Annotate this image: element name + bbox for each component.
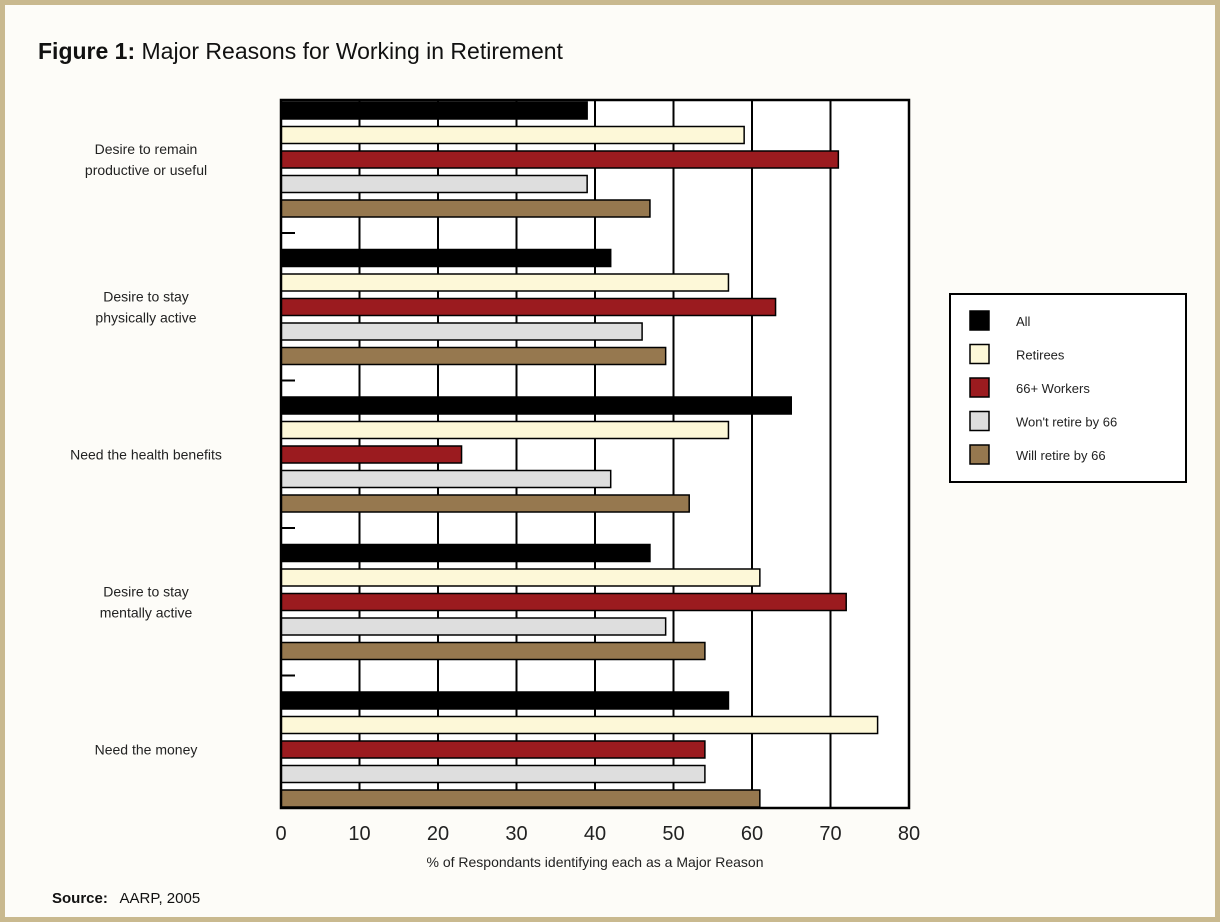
source-label: Source: bbox=[52, 890, 108, 907]
category-label: Need the health benefits bbox=[70, 447, 222, 463]
plot-border bbox=[279, 98, 911, 810]
bar bbox=[280, 248, 612, 268]
bar bbox=[280, 764, 706, 784]
bar bbox=[280, 469, 612, 489]
legend-swatch bbox=[969, 343, 990, 365]
bar bbox=[280, 617, 667, 636]
x-tick-label: 20 bbox=[427, 823, 449, 845]
category-label: Desire to stay bbox=[103, 584, 189, 600]
legend-swatch bbox=[969, 444, 990, 465]
figure-number: Figure 1: bbox=[38, 38, 136, 64]
x-tick-label: 70 bbox=[819, 823, 841, 845]
category-label: Desire to remain bbox=[95, 141, 198, 157]
bar bbox=[280, 641, 706, 661]
legend-label: Retirees bbox=[1016, 348, 1065, 363]
category-label: productive or useful bbox=[85, 162, 207, 178]
bar bbox=[280, 445, 463, 464]
bar bbox=[280, 174, 588, 194]
x-tick-label: 40 bbox=[584, 823, 606, 845]
category-label: physically active bbox=[95, 310, 196, 326]
bar bbox=[280, 273, 730, 292]
chart-title: Figure 1: Major Reasons for Working in R… bbox=[38, 38, 563, 65]
bar bbox=[280, 150, 840, 169]
category-label: Need the money bbox=[95, 742, 198, 758]
bar bbox=[280, 740, 706, 759]
x-tick-label: 10 bbox=[348, 823, 370, 845]
category-label: mentally active bbox=[100, 605, 193, 621]
source-text: AARP, 2005 bbox=[119, 890, 201, 907]
bar bbox=[280, 420, 730, 440]
source-note: Source: AARP, 2005 bbox=[52, 890, 200, 907]
legend-swatch bbox=[969, 377, 990, 398]
legend-label: Will retire by 66 bbox=[1016, 448, 1106, 463]
bar bbox=[280, 346, 667, 366]
x-axis-title: % of Respondants identifying each as a M… bbox=[427, 854, 764, 870]
figure-title-text: Major Reasons for Working in Retirement bbox=[141, 38, 563, 64]
bar bbox=[280, 691, 730, 710]
bar bbox=[280, 125, 745, 145]
x-tick-label: 0 bbox=[275, 823, 286, 845]
bar bbox=[280, 494, 690, 513]
x-tick-label: 80 bbox=[898, 823, 920, 845]
bar bbox=[280, 592, 847, 612]
category-label: Desire to stay bbox=[103, 289, 189, 305]
bar bbox=[280, 543, 651, 563]
x-tick-label: 60 bbox=[741, 823, 763, 845]
legend-label: All bbox=[1016, 314, 1031, 329]
bar bbox=[280, 199, 651, 218]
legend-swatch bbox=[969, 410, 990, 432]
bar bbox=[280, 396, 792, 415]
legend-label: 66+ Workers bbox=[1016, 381, 1090, 396]
bar bbox=[280, 789, 761, 808]
x-tick-label: 50 bbox=[662, 823, 684, 845]
bar bbox=[280, 715, 879, 735]
bar bbox=[280, 568, 761, 587]
bar bbox=[280, 322, 643, 341]
bar bbox=[280, 297, 777, 317]
legend-swatch bbox=[969, 310, 990, 331]
bar bbox=[280, 101, 588, 120]
x-tick-label: 30 bbox=[505, 823, 527, 845]
legend-label: Won't retire by 66 bbox=[1016, 415, 1117, 430]
